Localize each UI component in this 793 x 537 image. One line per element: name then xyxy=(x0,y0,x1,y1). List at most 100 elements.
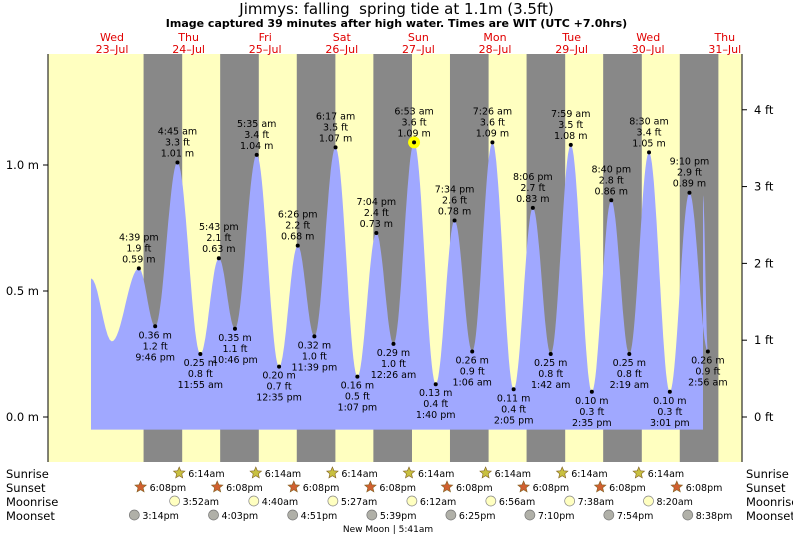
tide-metre-label: 1.01 m xyxy=(161,148,194,159)
tide-metre-label: 1.09 m xyxy=(397,128,430,139)
sunset-icon xyxy=(134,480,148,493)
tide-point xyxy=(232,326,237,331)
sunrise-time: 6:14am xyxy=(341,469,377,480)
tide-metre-label: 1.09 m xyxy=(476,128,509,139)
day-name-label: Sun xyxy=(408,31,429,44)
tide-point xyxy=(312,334,317,339)
tide-curve xyxy=(91,142,708,430)
sunrise-row-label-right: Sunrise xyxy=(746,467,789,481)
tide-metre-label: 0.59 m xyxy=(122,254,155,265)
day-date-label: 28–Jul xyxy=(479,43,512,56)
tide-feet-label: 2.6 ft xyxy=(442,195,467,206)
day-name-label: Thu xyxy=(713,31,735,44)
tide-metre-label: 0.25 m xyxy=(613,358,646,369)
sunset-time: 6:08pm xyxy=(303,483,340,494)
tide-metre-label: 1.05 m xyxy=(632,138,665,149)
sunset-icon xyxy=(440,480,454,493)
day-date-label: 30–Jul xyxy=(632,43,665,56)
moonset-time: 4:03pm xyxy=(222,511,259,522)
moonset-time: 7:10pm xyxy=(538,511,575,522)
sunrise-icon xyxy=(479,466,493,479)
moonrise-time: 8:20am xyxy=(656,497,692,508)
moonset-icon xyxy=(366,509,378,521)
left-tick-label: 0.0 m xyxy=(6,410,39,424)
tide-labels: 4:39 pm1.9 ft0.59 m 0.36 m1.2 ft9:46 pm 4:… xyxy=(119,106,728,428)
tide-point xyxy=(333,145,338,150)
tide-metre-label: 0.73 m xyxy=(360,219,393,230)
tide-feet-label: 0.4 ft xyxy=(501,404,526,415)
tide-metre-label: 0.89 m xyxy=(673,179,706,190)
sunrise-row-label-left: Sunrise xyxy=(6,467,49,481)
tide-metre-label: 1.08 m xyxy=(554,131,587,142)
tide-time-label: 7:34 pm xyxy=(435,184,475,195)
tide-feet-label: 0.5 ft xyxy=(345,392,370,403)
day-labels: Wed23–JulThu24–JulFri25–JulSat26–JulSun2… xyxy=(96,31,742,56)
tide-time-label: 7:59 am xyxy=(551,109,590,120)
sunset-icon xyxy=(517,480,531,493)
tide-feet-label: 3.6 ft xyxy=(402,117,427,128)
right-tick-label: 2 ft xyxy=(754,256,774,270)
day-date-label: 24–Jul xyxy=(172,43,205,56)
tide-feet-label: 1.0 ft xyxy=(302,351,327,362)
moonset-icon xyxy=(524,509,536,521)
tide-metre-label: 0.29 m xyxy=(377,348,410,359)
day-name-label: Mon xyxy=(483,31,506,44)
tide-metre-label: 0.25 m xyxy=(184,358,217,369)
tide-point xyxy=(216,256,221,261)
moonset-time: 7:54pm xyxy=(617,511,654,522)
axes: 0.0 m 0.5 m 1.0 m 0 ft 1 ft 2 ft 3 ft 4 ft xyxy=(6,54,774,462)
sun-moon-rows: 6:14am 6:14am 6:14am 6:14am 6:14am 6:14am 6:14… xyxy=(128,466,732,535)
sunset-icon xyxy=(363,480,377,493)
sunset-icon xyxy=(287,480,301,493)
sunrise-time: 6:14am xyxy=(418,469,454,480)
tide-time-label: 8:40 pm xyxy=(591,164,631,175)
tide-time-label: 2:35 pm xyxy=(572,418,612,429)
tide-time-label: 6:26 pm xyxy=(278,210,318,221)
sunrise-icon xyxy=(325,466,339,479)
tide-time-label: 7:26 am xyxy=(473,106,512,117)
moonset-time: 3:14pm xyxy=(142,511,179,522)
tide-point xyxy=(705,349,710,354)
tide-metre-label: 0.11 m xyxy=(497,393,530,404)
tide-feet-label: 2.1 ft xyxy=(206,233,231,244)
tide-metre-label: 0.26 m xyxy=(691,355,724,366)
sunset-time: 6:08pm xyxy=(533,483,570,494)
sunrise-time: 6:14am xyxy=(571,469,607,480)
moonset-icon xyxy=(682,509,694,521)
moonrise-time: 4:40am xyxy=(262,497,298,508)
day-date-label: 29–Jul xyxy=(555,43,588,56)
tide-time-label: 8:30 am xyxy=(629,116,668,127)
tide-metre-label: 0.10 m xyxy=(575,396,608,407)
moonset-time: 4:51pm xyxy=(301,511,338,522)
sunrise-icon xyxy=(249,466,263,479)
tide-feet-label: 3.3 ft xyxy=(165,137,190,148)
tide-point xyxy=(470,349,475,354)
sunrise-time: 6:14am xyxy=(188,469,224,480)
tide-feet-label: 2.2 ft xyxy=(285,221,310,232)
day-name-label: Tue xyxy=(561,31,581,44)
tide-time-label: 12:26 am xyxy=(371,370,416,381)
day-date-label: 23–Jul xyxy=(96,43,129,56)
moonrise-icon xyxy=(643,495,654,507)
day-date-label: 31–Jul xyxy=(708,43,741,56)
sunrise-icon xyxy=(632,466,646,479)
right-tick-label: 4 ft xyxy=(754,103,774,117)
day-name-label: Wed xyxy=(636,31,660,44)
moonset-icon xyxy=(603,509,615,521)
moonset-row-label-left: Moonset xyxy=(6,509,55,523)
tide-metre-label: 0.10 m xyxy=(653,396,686,407)
tide-feet-label: 0.8 ft xyxy=(188,369,213,380)
tide-feet-label: 3.6 ft xyxy=(480,117,505,128)
tide-metre-label: 0.16 m xyxy=(341,381,374,392)
tide-metre-label: 0.25 m xyxy=(534,358,567,369)
tide-time-label: 11:39 pm xyxy=(292,362,338,373)
tide-point xyxy=(589,389,594,394)
tide-metre-label: 0.63 m xyxy=(202,244,235,255)
tide-time-label: 5:35 am xyxy=(237,119,276,130)
tide-point xyxy=(568,142,573,147)
moonset-icon xyxy=(287,509,299,521)
tide-point xyxy=(136,266,141,271)
sunset-icon xyxy=(593,480,607,493)
moonrise-icon xyxy=(485,495,497,507)
